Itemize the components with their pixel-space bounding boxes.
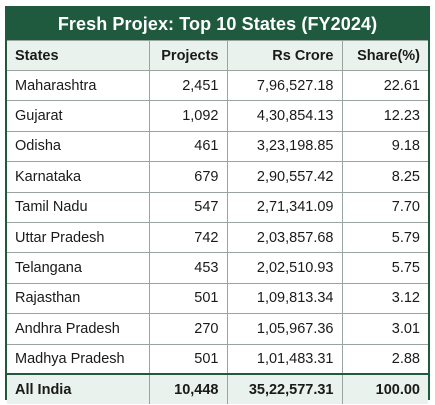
state-cell: Odisha (7, 130, 150, 163)
state-cell: Tamil Nadu (7, 191, 150, 223)
total-rs-crore: 35,22,577.31 (226, 373, 343, 405)
header-row: States Projects Rs Crore Share(%) (7, 40, 428, 71)
table-row: Gujarat 1,092 4,30,854.13 12.23 (7, 100, 428, 132)
table-row: Rajasthan 501 1,09,813.34 3.12 (7, 282, 428, 315)
table-row: Karnataka 679 2,90,557.42 8.25 (7, 161, 428, 193)
total-label: All India (7, 373, 150, 405)
rs-crore-cell: 2,03,857.68 (226, 221, 343, 254)
share-cell: 8.25 (341, 161, 428, 193)
projects-cell: 1,092 (148, 100, 228, 132)
total-row: All India 10,448 35,22,577.31 100.00 (7, 373, 428, 405)
projects-cell: 501 (148, 343, 228, 375)
column-header-share: Share(%) (341, 40, 428, 71)
projects-cell: 453 (148, 252, 228, 284)
projects-cell: 679 (148, 161, 228, 193)
state-cell: Telangana (7, 252, 150, 284)
rs-crore-cell: 1,05,967.36 (226, 313, 343, 345)
states-table-card: Fresh Projex: Top 10 States (FY2024) Sta… (5, 6, 430, 405)
rs-crore-cell: 1,09,813.34 (226, 282, 343, 315)
projects-cell: 270 (148, 313, 228, 345)
rs-crore-cell: 2,71,341.09 (226, 191, 343, 223)
rs-crore-cell: 1,01,483.31 (226, 343, 343, 375)
table-row: Odisha 461 3,23,198.85 9.18 (7, 130, 428, 163)
state-cell: Karnataka (7, 161, 150, 193)
table-title: Fresh Projex: Top 10 States (FY2024) (7, 8, 428, 40)
state-cell: Uttar Pradesh (7, 221, 150, 254)
state-cell: Andhra Pradesh (7, 313, 150, 345)
total-share: 100.00 (341, 373, 428, 405)
projects-cell: 461 (148, 130, 228, 163)
share-cell: 3.12 (341, 282, 428, 315)
share-cell: 7.70 (341, 191, 428, 223)
share-cell: 3.01 (341, 313, 428, 345)
table-row: Uttar Pradesh 742 2,03,857.68 5.79 (7, 221, 428, 254)
state-cell: Madhya Pradesh (7, 343, 150, 375)
column-header-states: States (7, 40, 150, 71)
state-cell: Rajasthan (7, 282, 150, 315)
projects-cell: 547 (148, 191, 228, 223)
table-row: Telangana 453 2,02,510.93 5.75 (7, 252, 428, 284)
table-row: Andhra Pradesh 270 1,05,967.36 3.01 (7, 313, 428, 345)
rs-crore-cell: 2,02,510.93 (226, 252, 343, 284)
rs-crore-cell: 7,96,527.18 (226, 69, 343, 102)
states-table: States Projects Rs Crore Share(%) Mahara… (7, 40, 428, 405)
rs-crore-cell: 4,30,854.13 (226, 100, 343, 132)
share-cell: 12.23 (341, 100, 428, 132)
projects-cell: 742 (148, 221, 228, 254)
share-cell: 22.61 (341, 69, 428, 102)
column-header-rs-crore: Rs Crore (226, 40, 343, 71)
share-cell: 2.88 (341, 343, 428, 375)
state-cell: Gujarat (7, 100, 150, 132)
share-cell: 9.18 (341, 130, 428, 163)
table-row: Tamil Nadu 547 2,71,341.09 7.70 (7, 191, 428, 223)
state-cell: Maharashtra (7, 69, 150, 102)
projects-cell: 2,451 (148, 69, 228, 102)
projects-cell: 501 (148, 282, 228, 315)
rs-crore-cell: 3,23,198.85 (226, 130, 343, 163)
rs-crore-cell: 2,90,557.42 (226, 161, 343, 193)
table-row: Madhya Pradesh 501 1,01,483.31 2.88 (7, 343, 428, 375)
total-projects: 10,448 (148, 373, 228, 405)
share-cell: 5.79 (341, 221, 428, 254)
share-cell: 5.75 (341, 252, 428, 284)
column-header-projects: Projects (148, 40, 228, 71)
table-row: Maharashtra 2,451 7,96,527.18 22.61 (7, 69, 428, 102)
